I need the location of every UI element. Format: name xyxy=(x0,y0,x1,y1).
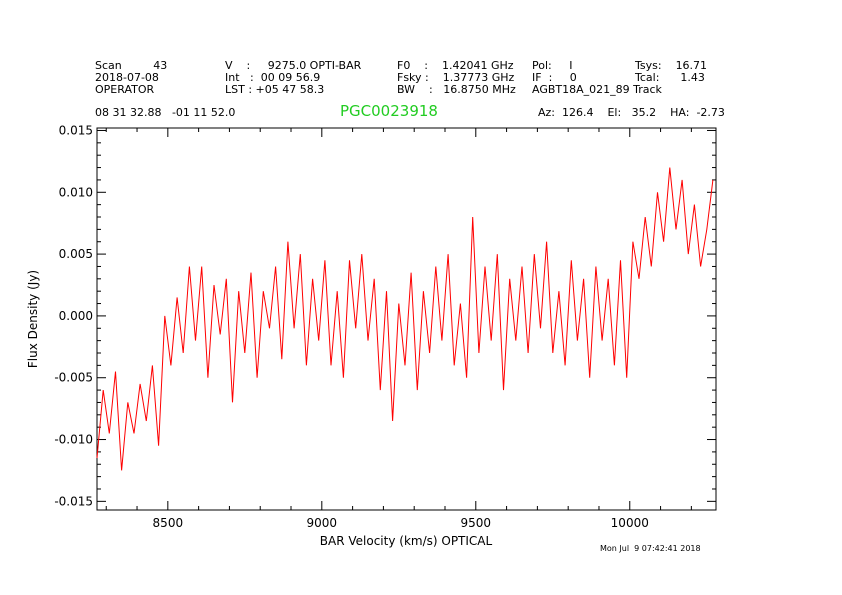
plot-timestamp: Mon Jul 9 07:42:41 2018 xyxy=(600,544,701,553)
header-scan: Scan 43 xyxy=(95,59,168,72)
series-line xyxy=(96,167,714,471)
header-velocity: V : 9275.0 OPTI-BAR xyxy=(225,59,362,72)
header-tsys: Tsys: 16.71 xyxy=(635,59,708,72)
source-name: PGC0023918 xyxy=(340,102,438,120)
x-axis-title: BAR Velocity (km/s) OPTICAL xyxy=(320,534,493,548)
y-tick-label: -0.015 xyxy=(54,494,93,508)
y-tick-label: 0.005 xyxy=(59,247,93,261)
y-tick-label: 0.000 xyxy=(59,309,93,323)
x-tick-label: 9500 xyxy=(461,516,492,530)
header-coords: 08 31 32.88 -01 11 52.0 xyxy=(95,106,236,119)
series-layer xyxy=(96,167,714,471)
x-tick-label: 8500 xyxy=(153,516,184,530)
header-project: AGBT18A_021_89 Track xyxy=(532,83,662,96)
y-tick-label: -0.005 xyxy=(54,371,93,385)
header-lst: LST : +05 47 58.3 xyxy=(225,83,325,96)
header-bw: BW : 16.8750 MHz xyxy=(397,83,516,96)
header-pointing: Az: 126.4 El: 35.2 HA: -2.73 xyxy=(538,106,725,119)
x-tick-label: 10000 xyxy=(611,516,649,530)
header-fsky: Fsky : 1.37773 GHz xyxy=(397,71,515,84)
y-tick-label: 0.010 xyxy=(59,185,93,199)
header-tcal: Tcal: 1.43 xyxy=(635,71,705,84)
axis-ticks xyxy=(97,128,716,510)
header-operator: OPERATOR xyxy=(95,83,155,96)
header-if: IF : 0 xyxy=(532,71,577,84)
plot-frame xyxy=(96,127,717,511)
y-tick-labels: 0.015 0.010 0.005 0.000 -0.005 -0.010 -0.015 xyxy=(54,123,93,508)
y-tick-label: 0.015 xyxy=(59,123,93,137)
y-tick-label: -0.010 xyxy=(54,433,93,447)
x-tick-label: 9000 xyxy=(307,516,338,530)
header-int: Int : 00 09 56.9 xyxy=(225,71,321,84)
header-date: 2018-07-08 xyxy=(95,71,159,84)
header-f0: F0 : 1.42041 GHz xyxy=(397,59,514,72)
y-axis-title: Flux Density (Jy) xyxy=(26,270,40,368)
header-pol: Pol: I xyxy=(532,59,573,72)
x-tick-labels: 8500 9000 9500 10000 xyxy=(153,516,649,530)
